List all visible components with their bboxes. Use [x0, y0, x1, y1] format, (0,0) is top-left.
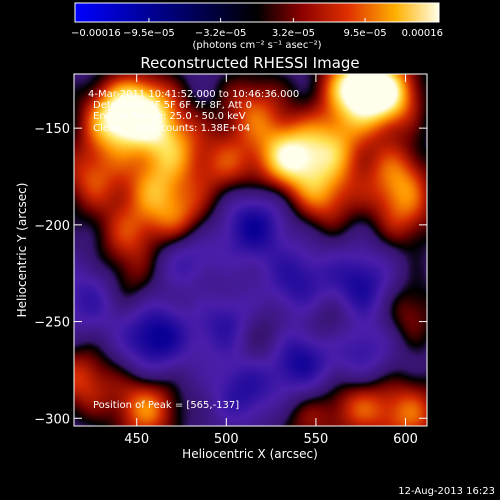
annotation-energy: Energy Range: 25.0 - 50.0 keV	[93, 111, 246, 122]
colorbar-tick-label: −3.2e−05	[195, 28, 247, 39]
plot-frame	[73, 73, 428, 427]
annotation-time-range: 4-Mar-2011 10:41:52.000 to 10:46:36.000	[88, 89, 299, 100]
colorbar-ticks: −0.00016 −9.5e−05 −3.2e−05 3.2e−05 9.5e−05 0.…	[71, 18, 443, 39]
colorbar-tick-label: 3.2e−05	[272, 28, 315, 39]
x-axis-label: Heliocentric X (arcsec)	[182, 447, 318, 461]
x-tick-label: 500	[214, 432, 239, 447]
colorbar-units: (photons cm⁻² s⁻¹ asec⁻²)	[192, 40, 321, 51]
y-tick-label: −200	[34, 219, 70, 234]
x-tick-label: 550	[303, 432, 328, 447]
y-tick-label: −250	[34, 316, 70, 331]
y-tick-label: −150	[34, 122, 70, 137]
x-tick-label: 600	[393, 432, 418, 447]
colorbar-tick-label: 0.00016	[402, 28, 443, 39]
x-tick-label: 450	[124, 432, 149, 447]
colorbar-tick-label: −0.00016	[71, 28, 121, 39]
heatmap-image	[74, 74, 427, 426]
y-axis-label: Heliocentric Y (arcsec)	[15, 183, 29, 318]
colorbar	[74, 2, 440, 23]
annotation-peak: Position of Peak = [565,-137]	[93, 400, 239, 411]
date-stamp: 12-Aug-2013 16:23	[398, 486, 495, 497]
annotations: 4-Mar-2011 10:41:52.000 to 10:46:36.000 …	[88, 89, 299, 411]
chart-title: Reconstructed RHESSI Image	[140, 54, 359, 72]
axis-ticks: 450 500 550 600 −150 −200 −250 −300	[34, 74, 427, 447]
annotation-detectors: Detectors: 4F 5F 6F 7F 8F, Att 0	[93, 100, 252, 111]
annotation-clean: Clean Total counts: 1.38E+04	[93, 123, 250, 134]
colorbar-tick-label: −9.5e−05	[123, 28, 175, 39]
y-tick-label: −300	[34, 412, 70, 427]
colorbar-tick-label: 9.5e−05	[343, 28, 386, 39]
